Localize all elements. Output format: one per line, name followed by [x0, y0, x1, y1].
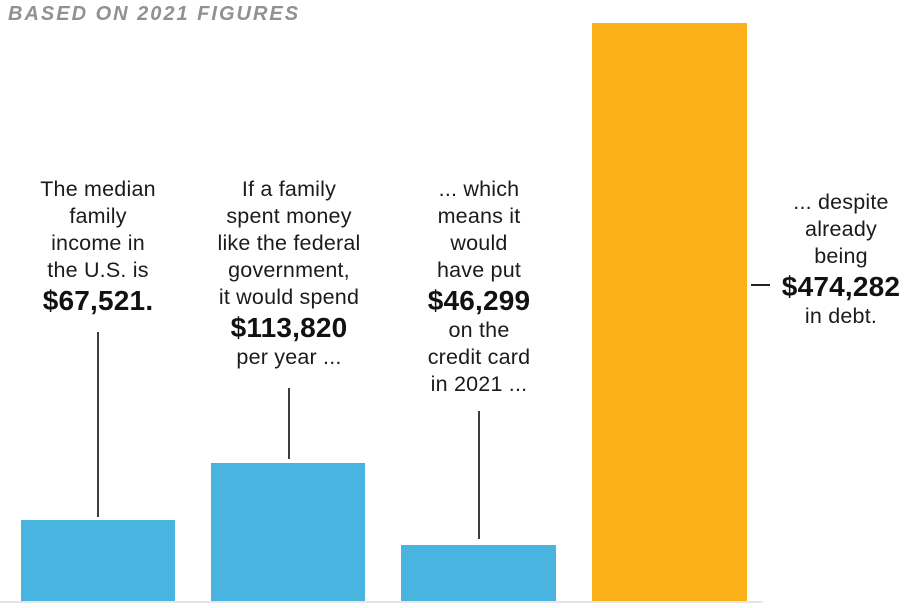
- bar-federal-spending: [211, 463, 365, 602]
- annotation-line: already: [805, 217, 877, 241]
- annotation-line: The median: [40, 177, 156, 201]
- connector-dash-debt: [751, 284, 770, 286]
- annotation-line: If a family: [241, 177, 337, 201]
- annotation-line: in 2021 ...: [430, 372, 528, 396]
- annotation-existing-debt: ... despite already being $474,282 in de…: [764, 189, 910, 330]
- annotation-line: government,: [228, 258, 350, 282]
- annotation-line: means it: [437, 204, 521, 228]
- annotation-line: like the federal: [217, 231, 361, 255]
- annotation-line: the U.S. is: [47, 258, 149, 282]
- annotation-value: $113,820: [230, 312, 348, 343]
- annotation-line: per year ...: [236, 345, 342, 369]
- annotation-value: $474,282: [781, 271, 901, 302]
- annotation-credit-card: ... which means it would have put $46,29…: [394, 176, 564, 398]
- bar-median-income: [21, 520, 175, 602]
- baseline: [0, 601, 763, 603]
- connector-line-credit: [478, 411, 480, 539]
- annotation-line: spent money: [226, 204, 352, 228]
- annotation-value: $46,299: [427, 285, 531, 316]
- annotation-line: ... which: [438, 177, 520, 201]
- annotation-line: credit card: [427, 345, 531, 369]
- annotation-line: in debt.: [804, 304, 878, 328]
- bar-existing-debt: [592, 23, 747, 602]
- chart-title: BASED ON 2021 FIGURES: [8, 3, 301, 25]
- annotation-median-income: The median family income in the U.S. is …: [8, 176, 188, 317]
- annotation-value: $67,521.: [42, 285, 154, 316]
- annotation-line: it would spend: [218, 285, 360, 309]
- annotation-line: would: [450, 231, 508, 255]
- bar-credit-card-2021: [401, 545, 556, 602]
- annotation-line: have put: [436, 258, 522, 282]
- annotation-line: income in: [51, 231, 145, 255]
- annotation-federal-spending: If a family spent money like the federal…: [192, 176, 386, 371]
- annotation-line: on the: [448, 318, 510, 342]
- connector-line-spending: [288, 388, 290, 459]
- annotation-line: being: [814, 244, 868, 268]
- connector-line-income: [97, 332, 99, 517]
- annotation-line: family: [69, 204, 127, 228]
- annotation-line: ... despite: [793, 190, 889, 214]
